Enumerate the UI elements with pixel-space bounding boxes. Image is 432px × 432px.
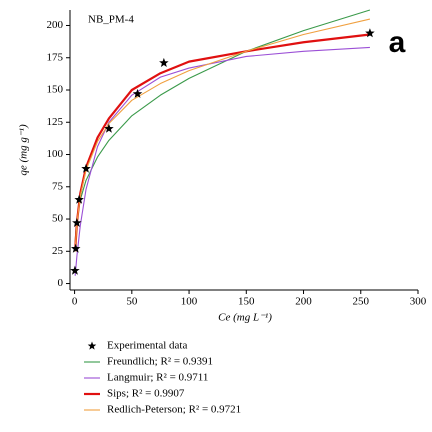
x-tick-label: 250 (353, 296, 370, 308)
x-tick-label: 100 (181, 296, 198, 308)
legend-label: Freundlich; R² = 0.9391 (107, 356, 213, 368)
y-tick-label: 200 (47, 19, 64, 31)
x-tick-label: 0 (72, 296, 78, 308)
data-point (70, 265, 80, 275)
y-tick-label: 100 (47, 148, 64, 160)
data-point (81, 163, 91, 173)
y-tick-label: 175 (47, 51, 64, 63)
model-curve (74, 46, 370, 276)
legend-label: Redlich-Peterson; R² = 0.9721 (107, 404, 241, 416)
panel-label: a (389, 26, 406, 59)
legend-marker (87, 341, 97, 350)
data-point (72, 217, 82, 227)
y-axis-label: qe (mg g⁻¹) (18, 124, 30, 176)
x-tick-label: 150 (238, 296, 255, 308)
y-tick-label: 125 (47, 116, 64, 128)
data-point (159, 57, 169, 67)
y-tick-label: 0 (58, 277, 64, 289)
data-point (74, 194, 84, 204)
x-axis-label: Ce (mg L⁻¹) (218, 312, 272, 324)
x-tick-label: 300 (410, 296, 427, 308)
model-curve (74, 33, 371, 252)
legend-label: Experimental data (107, 340, 187, 352)
legend-label: Langmuir; R² = 0.9711 (107, 372, 208, 384)
x-tick-label: 200 (295, 296, 312, 308)
y-tick-label: 75 (52, 180, 64, 192)
x-tick-label: 50 (126, 296, 138, 308)
y-tick-label: 50 (52, 213, 64, 225)
model-curve (74, 18, 371, 252)
data-point (104, 123, 114, 133)
data-point (70, 243, 81, 253)
data-point (132, 88, 143, 98)
y-tick-label: 150 (47, 84, 64, 96)
legend-label: Sips; R² = 0.9907 (107, 388, 185, 400)
annotation: NB_PM-4 (88, 14, 134, 26)
data-point (365, 28, 375, 38)
model-curve (74, 9, 371, 243)
y-tick-label: 25 (52, 245, 64, 257)
